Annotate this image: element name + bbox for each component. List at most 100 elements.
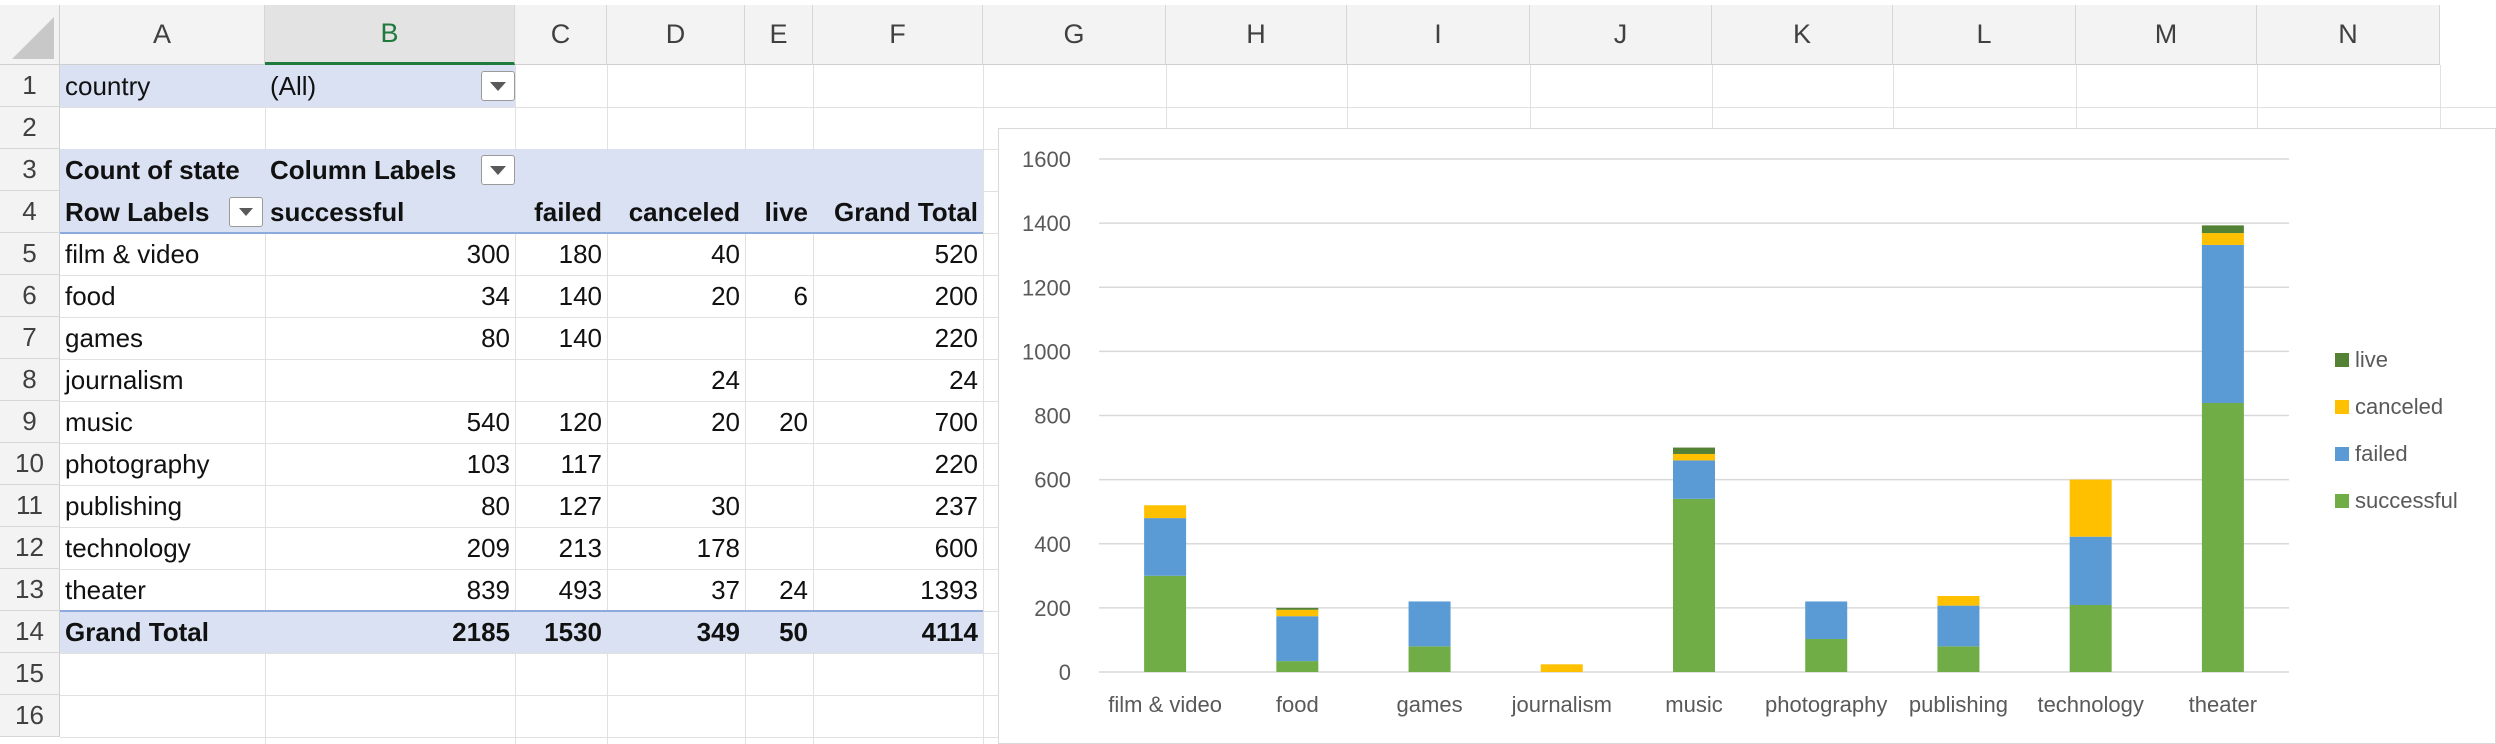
column-header-e[interactable]: E (745, 5, 813, 65)
column-header-f[interactable]: F (813, 5, 983, 65)
pivot-row-label[interactable]: theater (65, 574, 146, 605)
column-header-k[interactable]: K (1712, 5, 1893, 65)
value-live[interactable] (745, 317, 813, 359)
bar-segment-live (2201, 225, 2244, 234)
column-header-h[interactable]: H (1166, 5, 1347, 65)
pivot-row-label[interactable]: technology (65, 532, 191, 563)
value-successful[interactable]: 80 (481, 322, 510, 353)
value-row-total[interactable]: 1393 (920, 574, 978, 605)
row-header-14[interactable]: 14 (0, 611, 60, 653)
value-canceled[interactable]: 20 (711, 280, 740, 311)
value-successful[interactable]: 300 (466, 238, 510, 269)
column-header-l[interactable]: L (1893, 5, 2076, 65)
value-successful[interactable]: 34 (481, 280, 510, 311)
value-canceled[interactable] (607, 317, 745, 359)
column-header-d[interactable]: D (607, 5, 745, 65)
pivot-row-label[interactable]: food (65, 280, 116, 311)
value-failed[interactable]: 140 (558, 280, 602, 311)
legend-item-failed[interactable]: failed (2335, 441, 2408, 466)
pivot-header-band (60, 149, 983, 233)
legend-item-successful[interactable]: successful (2335, 488, 2458, 513)
column-header-m[interactable]: M (2076, 5, 2257, 65)
pivot-total-band (60, 611, 983, 653)
value-canceled[interactable]: 178 (696, 532, 740, 563)
value-failed[interactable] (515, 359, 607, 401)
value-live[interactable]: 24 (779, 574, 808, 605)
value-failed[interactable]: 140 (558, 322, 602, 353)
value-live[interactable]: 20 (779, 406, 808, 437)
value-successful[interactable]: 839 (466, 574, 510, 605)
column-header-j[interactable]: J (1530, 5, 1712, 65)
pivot-row-label[interactable]: publishing (65, 490, 183, 521)
value-canceled[interactable]: 30 (711, 490, 740, 521)
pivot-row-label[interactable]: photography (65, 448, 210, 479)
column-header-b[interactable]: B (265, 5, 515, 65)
pivot-row-label[interactable]: music (65, 406, 133, 437)
pivot-row-label[interactable]: games (65, 322, 144, 353)
value-row-total[interactable]: 200 (934, 280, 978, 311)
value-live[interactable] (745, 233, 813, 275)
column-header-i[interactable]: I (1347, 5, 1530, 65)
row-header-7[interactable]: 7 (0, 317, 60, 359)
value-canceled[interactable] (607, 443, 745, 485)
value-failed[interactable]: 493 (558, 574, 602, 605)
row-header-13[interactable]: 13 (0, 569, 60, 611)
pivot-row-label[interactable]: film & video (65, 238, 200, 269)
pivot-filter-value[interactable]: (All) (270, 70, 317, 101)
row-header-3[interactable]: 3 (0, 149, 60, 191)
row-header-15[interactable]: 15 (0, 653, 60, 695)
value-failed[interactable]: 120 (558, 406, 602, 437)
row-header-12[interactable]: 12 (0, 527, 60, 569)
value-row-total[interactable]: 520 (934, 238, 978, 269)
value-successful[interactable]: 80 (481, 490, 510, 521)
country-filter-dropdown[interactable] (481, 71, 515, 101)
value-failed[interactable]: 127 (558, 490, 602, 521)
value-row-total[interactable]: 220 (934, 448, 978, 479)
value-live[interactable] (745, 527, 813, 569)
value-row-total[interactable]: 700 (934, 406, 978, 437)
column-labels-dropdown[interactable] (481, 155, 515, 185)
row-header-16[interactable]: 16 (0, 695, 60, 737)
chevron-down-icon (490, 81, 506, 91)
value-failed[interactable]: 180 (558, 238, 602, 269)
value-row-total[interactable]: 24 (949, 364, 978, 395)
value-row-total[interactable]: 237 (934, 490, 978, 521)
row-header-10[interactable]: 10 (0, 443, 60, 485)
value-successful[interactable] (265, 359, 515, 401)
value-live[interactable] (745, 443, 813, 485)
select-all-corner[interactable] (0, 5, 60, 65)
value-canceled[interactable]: 40 (711, 238, 740, 269)
value-successful[interactable]: 103 (466, 448, 510, 479)
value-failed[interactable]: 213 (558, 532, 602, 563)
gridline (265, 65, 266, 744)
row-header-5[interactable]: 5 (0, 233, 60, 275)
value-successful[interactable]: 209 (466, 532, 510, 563)
value-canceled[interactable]: 37 (711, 574, 740, 605)
value-row-total[interactable]: 600 (934, 532, 978, 563)
value-live[interactable]: 6 (793, 280, 808, 311)
legend-item-live[interactable]: live (2335, 347, 2388, 372)
column-header-g[interactable]: G (983, 5, 1166, 65)
value-canceled[interactable]: 20 (711, 406, 740, 437)
stacked-bar-chart[interactable]: 0 200 400 600 800 1000 1200 1400 1600 film & vide… (998, 128, 2496, 744)
row-labels-filter-button[interactable] (229, 197, 263, 227)
value-row-total[interactable]: 220 (934, 322, 978, 353)
value-failed[interactable]: 117 (560, 448, 602, 479)
column-header-n[interactable]: N (2257, 5, 2440, 65)
value-successful[interactable]: 540 (466, 406, 510, 437)
row-header-1[interactable]: 1 (0, 65, 60, 107)
pivot-row-label[interactable]: journalism (65, 364, 184, 395)
row-header-2[interactable]: 2 (0, 107, 60, 149)
legend-item-canceled[interactable]: canceled (2335, 394, 2443, 419)
row-header-4[interactable]: 4 (0, 191, 60, 233)
value-live[interactable] (745, 359, 813, 401)
column-header-a[interactable]: A (60, 5, 265, 65)
x-tick-label: film & video (1108, 692, 1222, 717)
row-header-9[interactable]: 9 (0, 401, 60, 443)
row-header-6[interactable]: 6 (0, 275, 60, 317)
value-canceled[interactable]: 24 (711, 364, 740, 395)
row-header-8[interactable]: 8 (0, 359, 60, 401)
row-header-11[interactable]: 11 (0, 485, 60, 527)
value-live[interactable] (745, 485, 813, 527)
column-header-c[interactable]: C (515, 5, 607, 65)
